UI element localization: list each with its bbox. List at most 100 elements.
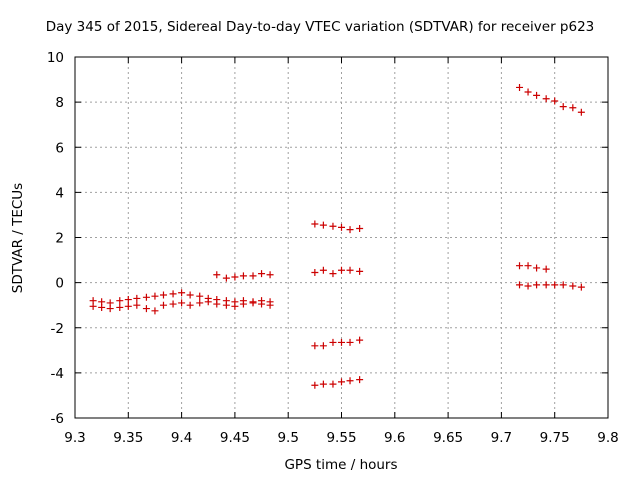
- data-point: [186, 301, 194, 309]
- data-point: [249, 299, 257, 307]
- data-point: [329, 380, 337, 388]
- data-point: [577, 108, 585, 116]
- data-point: [151, 307, 159, 315]
- data-point: [356, 224, 364, 232]
- chart-title: Day 345 of 2015, Sidereal Day-to-day VTE…: [45, 19, 595, 35]
- data-point: [178, 289, 186, 297]
- data-point: [542, 95, 550, 103]
- data-point: [516, 83, 524, 91]
- data-point: [231, 302, 239, 310]
- data-point: [258, 300, 266, 308]
- data-point: [142, 293, 150, 301]
- tick-labels: 9.3 9.35 9.4 9.45 9.5 9.55 9.6 9.65 9.7 9.75 9.8 -6…: [47, 50, 619, 446]
- y-tick-label: 2: [55, 231, 64, 247]
- data-point: [533, 264, 541, 272]
- y-tick-label: -2: [51, 321, 64, 337]
- data-point: [319, 266, 327, 274]
- axes: [74, 56, 609, 419]
- series-sat-g: [311, 376, 364, 389]
- data-point: [524, 88, 532, 96]
- y-tick-label: 6: [55, 140, 64, 156]
- series-sat-d: [311, 220, 364, 234]
- data-points: [89, 83, 585, 389]
- data-point: [338, 266, 345, 274]
- data-point: [329, 338, 337, 346]
- data-point: [346, 377, 354, 385]
- data-point: [204, 298, 212, 306]
- data-point: [338, 338, 345, 346]
- data-point: [356, 267, 364, 275]
- y-tick-label: 0: [55, 276, 64, 292]
- data-point: [249, 272, 257, 280]
- data-point: [159, 301, 167, 309]
- data-point: [569, 104, 577, 112]
- series-sat-e: [311, 266, 364, 278]
- x-tick-label: 9.65: [433, 430, 463, 446]
- data-point: [311, 268, 319, 276]
- data-point: [186, 291, 194, 299]
- data-point: [213, 271, 221, 279]
- data-point: [559, 103, 567, 111]
- y-axis-label: SDTVAR / TECUs: [10, 182, 26, 294]
- data-point: [151, 292, 159, 300]
- data-point: [516, 262, 524, 270]
- data-point: [222, 274, 230, 282]
- data-point: [133, 294, 141, 302]
- x-tick-label: 9.3: [64, 430, 85, 446]
- data-point: [239, 300, 247, 308]
- data-point: [551, 281, 559, 289]
- data-point: [178, 299, 186, 307]
- data-point: [116, 303, 124, 311]
- data-point: [356, 336, 364, 344]
- data-point: [319, 221, 327, 229]
- data-point: [338, 378, 345, 386]
- data-point: [116, 297, 124, 305]
- x-tick-label: 9.55: [326, 430, 356, 446]
- x-tick-label: 9.5: [277, 430, 298, 446]
- y-tick-label: 4: [55, 185, 64, 201]
- y-tick-label: 8: [55, 95, 64, 111]
- data-point: [319, 342, 327, 350]
- data-point: [266, 271, 274, 279]
- data-point: [231, 273, 239, 281]
- data-point: [329, 270, 337, 278]
- data-point: [559, 281, 567, 289]
- x-tick-label: 9.75: [540, 430, 570, 446]
- grid-lines: [75, 57, 608, 418]
- series-sat-i: [516, 262, 550, 273]
- data-point: [124, 296, 132, 304]
- x-tick-label: 9.6: [384, 430, 405, 446]
- x-tick-label: 9.35: [113, 430, 143, 446]
- data-point: [222, 301, 230, 309]
- x-tick-label: 9.7: [491, 430, 512, 446]
- data-point: [311, 220, 319, 228]
- data-point: [356, 376, 364, 384]
- data-point: [98, 303, 106, 311]
- data-point: [319, 380, 327, 388]
- x-tick-label: 9.4: [171, 430, 192, 446]
- data-point: [569, 282, 577, 290]
- data-point: [142, 305, 150, 313]
- x-axis-label: GPS time / hours: [284, 457, 398, 473]
- data-point: [124, 302, 132, 310]
- y-tick-label: -4: [51, 366, 64, 382]
- x-tick-label: 9.45: [220, 430, 250, 446]
- series-sat-f: [311, 336, 364, 350]
- data-point: [266, 301, 274, 309]
- data-point: [542, 265, 550, 273]
- series-sat-j: [516, 281, 585, 291]
- data-point: [169, 290, 177, 298]
- data-point: [346, 338, 354, 346]
- data-point: [577, 283, 585, 291]
- data-point: [196, 299, 204, 307]
- data-point: [516, 281, 524, 289]
- data-point: [524, 262, 532, 270]
- data-point: [239, 272, 247, 280]
- data-point: [213, 300, 221, 308]
- data-point: [133, 301, 141, 309]
- data-point: [258, 270, 266, 278]
- y-tick-label: -6: [51, 411, 64, 427]
- data-point: [346, 226, 354, 234]
- data-point: [533, 281, 541, 289]
